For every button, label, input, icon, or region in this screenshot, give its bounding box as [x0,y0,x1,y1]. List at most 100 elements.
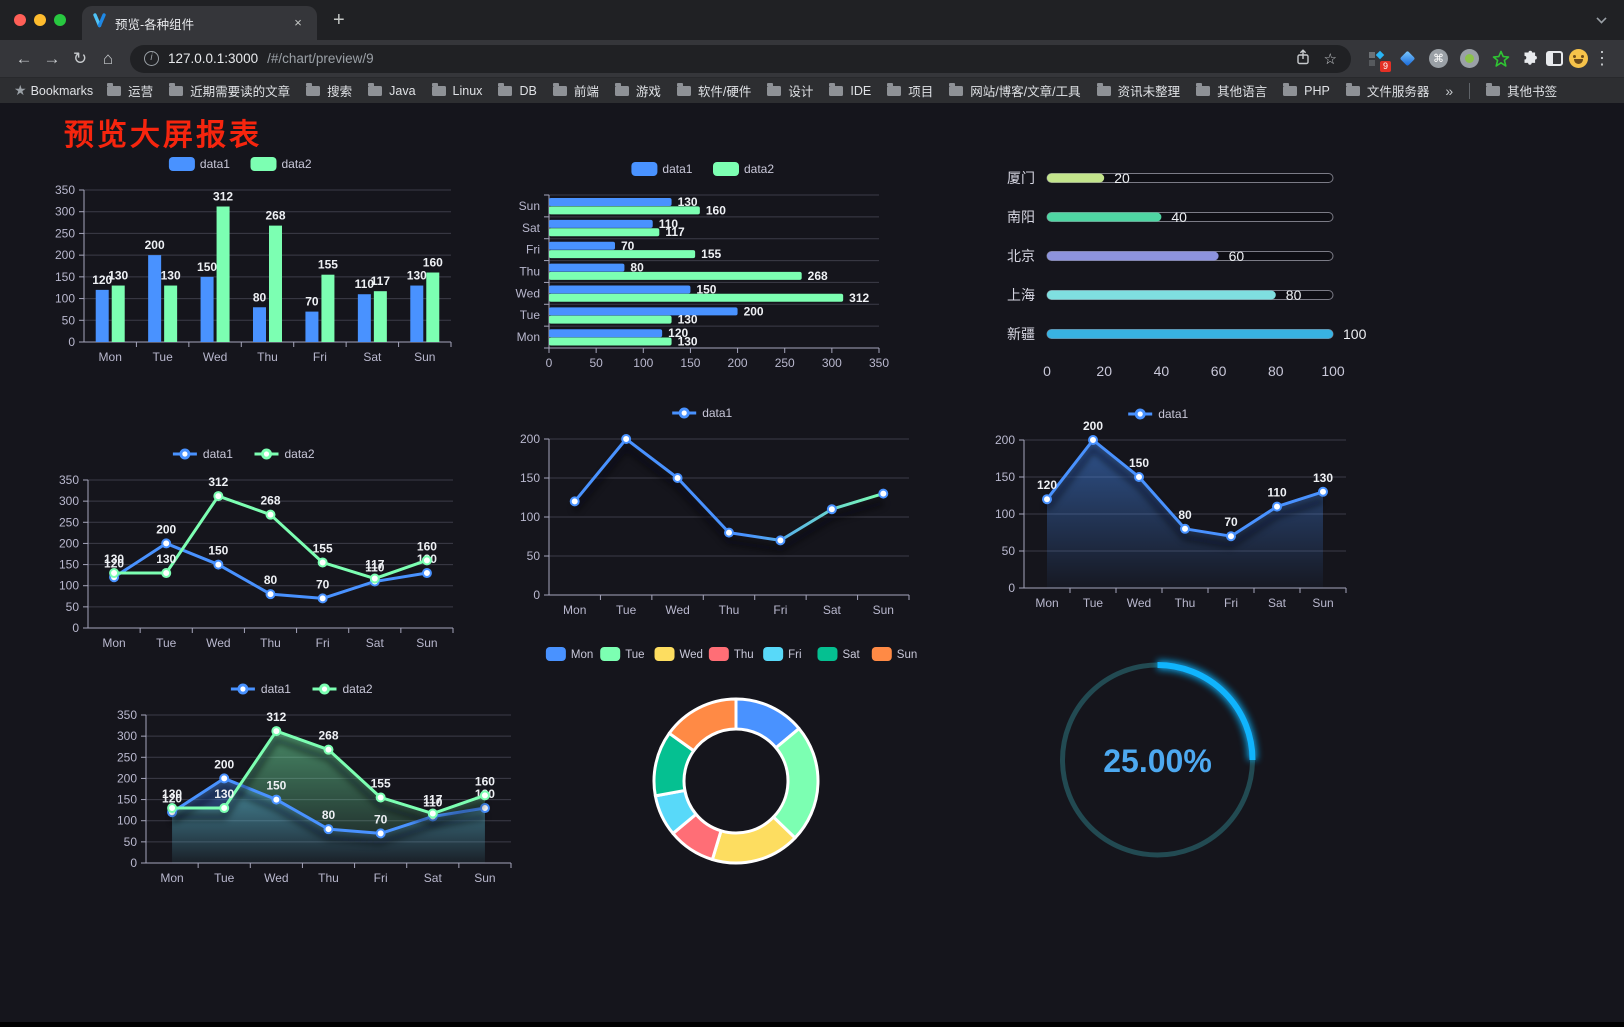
home-button[interactable]: ⌂ [102,48,114,68]
address-bar[interactable]: i 127.0.0.1:3000 /#/chart/preview/9 ☆ [130,44,1351,73]
extensions-puzzle-icon[interactable] [1518,45,1542,73]
svg-text:Mon: Mon [102,636,125,650]
chart-gradient-line[interactable]: data1 0 50 100 150 200 Mon Tue Wed Thu Fri Sat Sun [503,399,923,625]
page-content: 预览大屏报表 data1 data2 0 50 100 150 200 250 300 350 Mo… [0,103,1624,1027]
svg-text:110: 110 [659,217,679,231]
svg-text:Sat: Sat [424,871,443,885]
svg-text:100: 100 [59,579,79,593]
folder-icon [1486,82,1501,96]
menu-kebab-icon[interactable]: ⋮ [1593,48,1611,68]
chart-area-two-series[interactable]: data1 data2 0 50 100 150 200 250 300 350 Mon Tue Wed… [100,675,525,893]
bookmark-folder[interactable]: IDE [821,82,879,100]
bookmark-label: 项目 [908,85,934,99]
bookmark-folder[interactable]: 资讯未整理 [1089,79,1189,102]
svg-text:data1: data1 [702,406,732,420]
bookmark-folder[interactable]: 搜索 [298,79,360,102]
svg-text:130: 130 [678,313,698,327]
svg-text:Mon: Mon [99,350,122,364]
bookmark-folder[interactable]: DB [490,82,544,100]
bookmark-label: 运营 [128,85,154,99]
svg-text:130: 130 [156,552,176,566]
share-icon[interactable] [1296,49,1310,68]
back-button[interactable]: ← [15,48,33,68]
browser-toolbar: ← → ↻ ⌂ i 127.0.0.1:3000 /#/chart/previe… [0,40,1624,77]
svg-text:data1: data1 [1158,407,1188,421]
svg-text:Thu: Thu [1175,596,1196,610]
reload-button[interactable]: ↻ [72,48,88,68]
svg-text:268: 268 [265,209,285,223]
svg-text:25.00%: 25.00% [1103,743,1212,779]
chart-city-progress[interactable]: 厦门 20 南阳 40 北京 60 上海 80 新疆 100 0 20 40 60 80 100 [995,160,1367,390]
minimize-window-button[interactable] [34,14,46,26]
svg-text:200: 200 [995,433,1015,447]
bookmark-folder[interactable]: 前端 [545,79,607,102]
bookmark-folder[interactable]: Linux [424,82,491,100]
svg-text:150: 150 [680,356,700,370]
svg-text:200: 200 [520,432,540,446]
tab-close-icon[interactable]: × [294,15,302,30]
extension-blue-gem-icon[interactable] [1398,49,1417,68]
bookmark-folder[interactable]: 其他语言 [1188,79,1275,102]
maximize-window-button[interactable] [54,14,66,26]
chevron-down-icon[interactable] [1596,13,1607,24]
svg-text:268: 268 [808,269,828,283]
svg-text:Thu: Thu [260,636,281,650]
svg-text:Fri: Fri [316,636,330,650]
svg-text:350: 350 [59,473,79,487]
chart-area-single[interactable]: data1 0 50 100 150 200 Mon Tue Wed Thu Fri Sat Sun 12… [978,400,1360,618]
forward-button[interactable]: → [43,48,61,68]
chart-line-two-series[interactable]: data1 data2 0 50 100 150 200 250 300 350 Mon Tue Wed… [42,440,467,658]
bookmark-folder[interactable]: 网站/博客/文章/工具 [941,79,1088,102]
svg-text:data2: data2 [285,447,315,461]
bookmark-folder[interactable]: 软件/硬件 [669,79,759,102]
close-window-button[interactable] [14,14,26,26]
bookmark-folder[interactable]: PHP [1275,82,1338,100]
bookmarks-root-label[interactable]: Bookmarks [30,83,94,98]
browser-tab[interactable]: 预览-各种组件 × [82,6,317,40]
new-tab-button[interactable]: + [333,9,345,31]
svg-text:data2: data2 [282,157,312,171]
svg-text:120: 120 [92,273,112,287]
svg-text:0: 0 [533,588,540,602]
extension-green-star-icon[interactable] [1491,49,1510,68]
svg-text:Sat: Sat [842,649,860,661]
svg-text:Fri: Fri [374,871,388,885]
gauge-canvas: 25.00% [1060,660,1258,858]
svg-text:Sun: Sun [416,636,437,650]
profile-avatar[interactable] [1566,45,1590,73]
bookmark-label: 设计 [788,85,814,99]
svg-text:120: 120 [162,791,182,805]
folder-icon [169,82,184,96]
bookmark-folder[interactable]: 近期需要读的文章 [161,79,298,102]
svg-text:data2: data2 [744,162,774,176]
chart-horizontal-bar[interactable]: data1 data2 Sun Sat Fri Thu Wed Tue Mon 0 50 100 150… [503,155,923,378]
extension-green-dot-circle-icon[interactable] [1460,49,1479,68]
chart-gauge[interactable]: 25.00% [1040,638,1275,878]
bookmark-folder[interactable]: 运营 [99,79,161,102]
bookmark-folder[interactable]: 项目 [879,79,941,102]
url-path: /#/chart/preview/9 [267,51,374,66]
site-info-icon[interactable]: i [144,51,159,66]
svg-text:100: 100 [1343,326,1367,342]
bookmark-folder[interactable]: Java [360,82,423,100]
sidebar-toggle-icon[interactable] [1542,45,1566,73]
svg-text:160: 160 [475,774,495,788]
bookmark-label: 前端 [573,85,599,99]
bookmark-folder[interactable]: 文件服务器 [1338,79,1438,102]
bookmarks-star-icon[interactable]: ★ [14,82,27,98]
extensions-row: 9 ⌘ [1359,49,1518,72]
chart-donut[interactable]: Mon Tue Wed Thu Fri Sat Sun [540,638,932,878]
extension-command-circle-icon[interactable]: ⌘ [1429,49,1448,68]
bookmark-folder[interactable]: 游戏 [607,79,669,102]
bookmark-folder[interactable]: 设计 [759,79,821,102]
bookmark-star-icon[interactable]: ☆ [1323,50,1337,68]
svg-text:100: 100 [117,814,137,828]
bookmarks-overflow-chevron[interactable]: » [1445,82,1454,99]
svg-text:Sat: Sat [522,221,541,235]
chart-grouped-bar[interactable]: data1 data2 0 50 100 150 200 250 300 350 Mon Tue Wed… [38,150,463,372]
site-favicon-icon [92,13,107,33]
bookmark-label: DB [519,83,537,98]
extension-pixel-grid-icon[interactable]: 9 [1367,49,1391,72]
other-bookmarks-folder[interactable]: 其他书签 [1478,79,1565,102]
svg-text:110: 110 [365,560,385,574]
